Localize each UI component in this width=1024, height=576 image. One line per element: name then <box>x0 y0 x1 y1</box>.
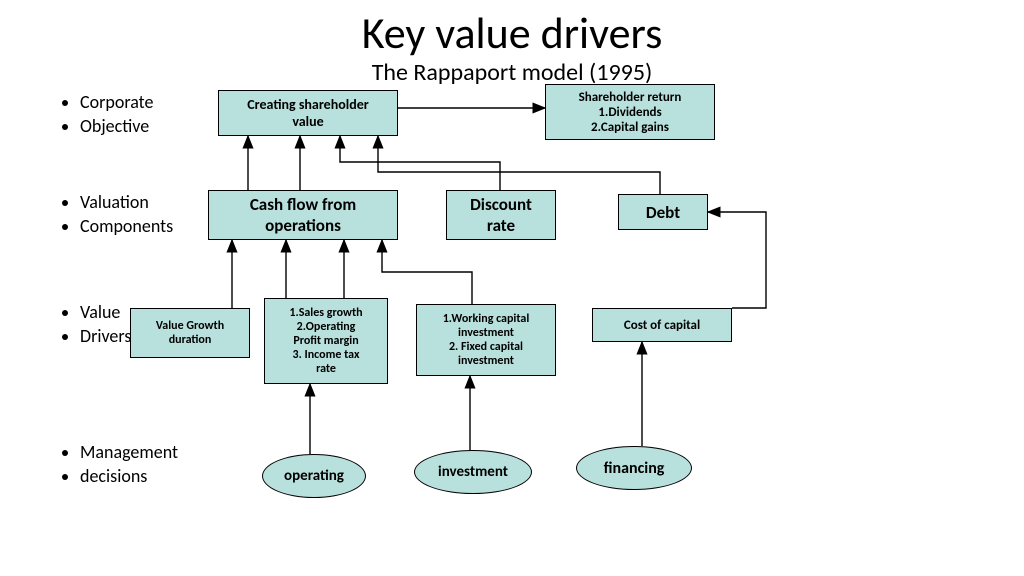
node-label: Cash flow from operations <box>250 194 356 236</box>
ellipse-label: operating <box>284 467 344 485</box>
ellipse-operating: operating <box>262 454 366 498</box>
row-label-item: Valuation <box>80 190 173 214</box>
node-label: Cost of capital <box>624 318 700 333</box>
node-label: Value Growth duration <box>156 319 224 347</box>
node-label: 1.Sales growth 2.Operating Profit margin… <box>289 306 362 376</box>
page-subtitle: The Rappaport model (1995) <box>0 58 1024 87</box>
arrow <box>340 136 500 190</box>
node-shareholder_return: Shareholder return 1.Dividends 2.Capital… <box>545 84 715 140</box>
node-discount: Discount rate <box>446 190 556 240</box>
node-label: Discount rate <box>470 194 532 236</box>
row-label-item: Value <box>80 300 131 324</box>
row-label-item: decisions <box>80 464 178 488</box>
page-title: Key value drivers <box>0 6 1024 60</box>
ellipse-financing: financing <box>576 446 692 490</box>
node-shareholder_value: Creating shareholder value <box>218 90 398 136</box>
ellipse-investment: investment <box>414 450 532 494</box>
row-label-item: Components <box>80 214 173 238</box>
node-label: Debt <box>646 202 680 223</box>
row-label-group: CorporateObjective <box>62 90 153 139</box>
node-label: 1.Working capital investment 2. Fixed ca… <box>443 312 530 368</box>
ellipse-label: financing <box>604 459 665 478</box>
row-label-item: Corporate <box>80 90 153 114</box>
node-costcap: Cost of capital <box>592 308 732 342</box>
node-label: Creating shareholder value <box>247 96 368 130</box>
node-debt: Debt <box>618 194 708 230</box>
row-label-item: Objective <box>80 114 153 138</box>
row-label-item: Drivers <box>80 324 131 348</box>
arrow <box>378 136 660 194</box>
row-label-group: Managementdecisions <box>62 440 178 489</box>
node-label: Shareholder return 1.Dividends 2.Capital… <box>579 90 682 135</box>
arrow <box>708 212 766 308</box>
node-vgd: Value Growth duration <box>130 308 250 358</box>
arrow <box>382 240 472 304</box>
ellipse-label: investment <box>438 463 508 481</box>
node-working: 1.Working capital investment 2. Fixed ca… <box>416 304 556 376</box>
row-label-item: Management <box>80 440 178 464</box>
node-sales: 1.Sales growth 2.Operating Profit margin… <box>264 298 388 384</box>
row-label-group: ValuationComponents <box>62 190 173 239</box>
row-label-group: ValueDrivers <box>62 300 131 349</box>
node-cashflow: Cash flow from operations <box>208 190 398 240</box>
